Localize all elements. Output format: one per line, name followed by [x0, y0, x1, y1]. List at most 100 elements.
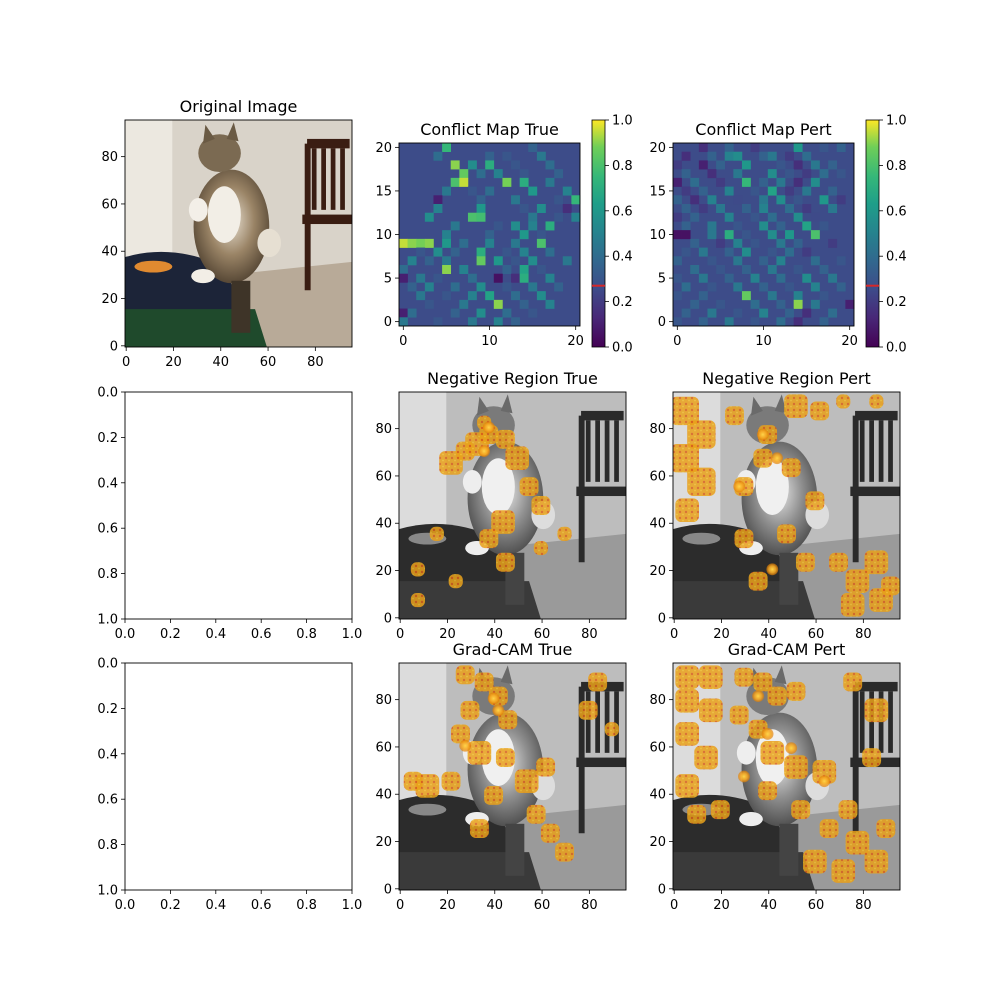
attribution-blob: [843, 672, 863, 692]
attribution-blob: [484, 785, 504, 805]
heatmap-cell: [399, 308, 408, 318]
attribution-blob: [725, 406, 744, 426]
y-tick-label: 80: [649, 422, 666, 437]
panel-title: Negative Region True: [427, 369, 598, 388]
heatmap-cell: [450, 282, 460, 292]
attribution-blob: [734, 667, 754, 687]
heatmap-cell: [802, 151, 812, 161]
heatmap-cell: [707, 308, 717, 318]
heatmap-cell: [802, 273, 812, 283]
axes-frame: [398, 391, 627, 620]
colorbar-tick-label: 0.8: [886, 159, 907, 174]
heatmap-cell: [536, 291, 546, 301]
heatmap-cell: [759, 308, 769, 318]
attribution-blob: [557, 526, 572, 541]
heatmap-cell: [836, 195, 846, 205]
heatmap-cell: [536, 238, 546, 248]
colorbar-tick-label: 0.0: [886, 341, 907, 356]
heatmap-cell: [776, 238, 786, 248]
heatmap-cell: [442, 256, 452, 266]
attribution-blob: [578, 700, 598, 720]
chair-slat: [595, 420, 600, 482]
chair-slat: [321, 148, 326, 210]
image-content: [673, 392, 900, 619]
heatmap-cell: [399, 265, 408, 275]
heatmap-cell: [690, 212, 700, 222]
attribution-blob: [819, 819, 839, 838]
hotspot: [487, 692, 500, 705]
attribution-blob: [777, 524, 796, 544]
heatmap-cell: [767, 265, 777, 275]
chair-slat: [330, 148, 336, 210]
heatmap-cell: [519, 230, 529, 240]
chair-slat: [595, 691, 600, 753]
heatmap-cell: [828, 204, 838, 214]
heatmap-cell: [724, 247, 734, 257]
attribution-blob: [760, 741, 785, 765]
heatmap-cell: [562, 204, 572, 214]
attribution-blob: [675, 498, 700, 523]
attribution-blob: [514, 769, 539, 794]
attribution-blob: [474, 672, 494, 692]
heatmap-cell: [776, 299, 786, 309]
chair-slat: [888, 691, 893, 753]
heatmap-cell: [810, 256, 820, 266]
heatmap-cell: [724, 230, 734, 240]
heatmap-cell: [485, 238, 495, 248]
heatmap-cell: [819, 221, 829, 231]
heatmap-cell: [681, 308, 691, 318]
colorbar: [591, 119, 606, 348]
heatmap-cell: [819, 195, 829, 205]
heatmap-cell: [698, 291, 708, 301]
attribution-blob: [675, 665, 700, 690]
heatmap-cell: [493, 256, 503, 266]
x-tick-label: 0: [122, 355, 130, 370]
axes-frame: [124, 391, 353, 620]
heatmap-cell: [716, 265, 726, 275]
y-tick-label: 60: [101, 197, 118, 212]
attribution-blob: [829, 552, 848, 572]
heatmap-cell: [476, 212, 486, 222]
heatmap-cell: [793, 160, 803, 170]
heatmap-cell: [793, 317, 803, 327]
heatmap-cell: [810, 299, 820, 309]
heatmap-cell: [467, 212, 477, 222]
attribution-blob: [410, 592, 426, 608]
image-content: [399, 663, 626, 890]
y-tick-label: 10: [375, 228, 392, 243]
x-tick-label: 0.2: [160, 898, 181, 913]
heatmap-cell: [707, 282, 717, 292]
chair-slat: [878, 691, 884, 753]
heatmap-cell: [716, 299, 726, 309]
y-tick-label: 1.0: [97, 613, 118, 628]
heatmap-cell: [819, 169, 829, 179]
cat-belly: [481, 458, 515, 515]
chair-slat: [888, 420, 893, 482]
heatmap-cell: [793, 299, 803, 309]
y-tick-label: 0.8: [97, 567, 118, 582]
chair-slat: [614, 691, 619, 753]
attribution-blob: [495, 552, 515, 572]
heatmap-cell: [750, 273, 760, 283]
y-tick-label: 20: [649, 141, 666, 156]
chair-slat: [614, 420, 619, 482]
attribution-blob: [467, 741, 492, 765]
heatmap-cell: [828, 160, 838, 170]
heatmap-cell: [776, 195, 786, 205]
y-tick-label: 80: [649, 693, 666, 708]
attribution-blob: [675, 689, 700, 713]
cat-head: [198, 134, 241, 173]
heatmap-cell: [450, 247, 460, 257]
cat-ear: [751, 396, 763, 416]
heatmap-cell: [776, 221, 786, 231]
heatmap-cell: [493, 169, 503, 179]
chair-slat: [340, 148, 345, 210]
heatmap-cell: [724, 143, 734, 153]
heatmap-cell: [459, 238, 469, 248]
heatmap-cell: [519, 273, 529, 283]
attribution-blob: [588, 672, 608, 692]
colorbar-tick-label: 0.0: [612, 341, 633, 356]
panel-title: Negative Region Pert: [702, 369, 871, 388]
y-tick-label: 15: [649, 184, 666, 199]
heatmap-cell: [536, 265, 546, 275]
